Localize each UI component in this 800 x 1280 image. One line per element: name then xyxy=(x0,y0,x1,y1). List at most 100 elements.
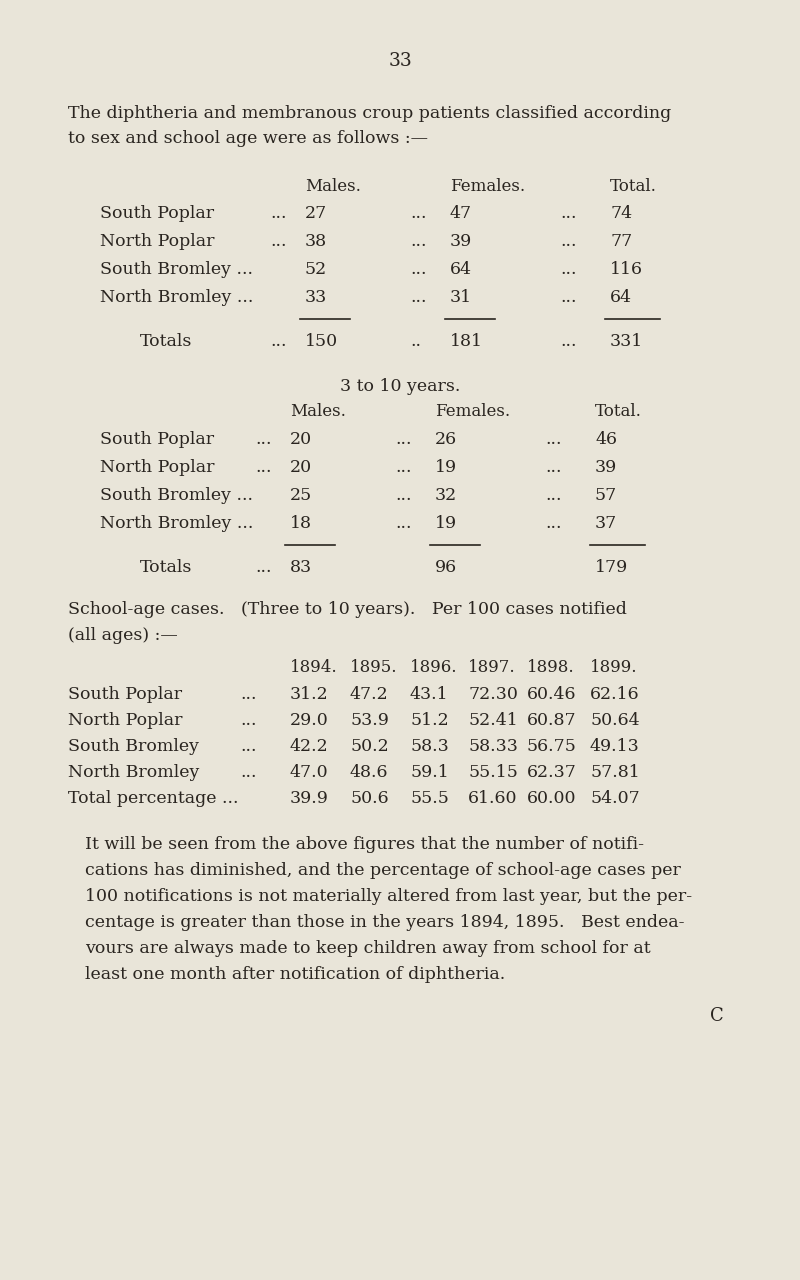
Text: ...: ... xyxy=(410,233,426,250)
Text: North Bromley ...: North Bromley ... xyxy=(100,289,254,306)
Text: The diphtheria and membranous croup patients classified according: The diphtheria and membranous croup pati… xyxy=(68,105,671,122)
Text: 57: 57 xyxy=(595,486,618,504)
Text: 26: 26 xyxy=(435,431,457,448)
Text: ...: ... xyxy=(240,686,257,703)
Text: ...: ... xyxy=(270,205,286,221)
Text: ...: ... xyxy=(560,261,577,278)
Text: 96: 96 xyxy=(435,559,457,576)
Text: vours are always made to keep children away from school for at: vours are always made to keep children a… xyxy=(85,940,650,957)
Text: ...: ... xyxy=(395,486,411,504)
Text: Total.: Total. xyxy=(610,178,657,195)
Text: ...: ... xyxy=(560,205,577,221)
Text: ...: ... xyxy=(240,764,257,781)
Text: Males.: Males. xyxy=(305,178,361,195)
Text: ...: ... xyxy=(395,460,411,476)
Text: ...: ... xyxy=(270,333,286,349)
Text: 53.9: 53.9 xyxy=(350,712,389,730)
Text: North Poplar: North Poplar xyxy=(100,233,214,250)
Text: 55.5: 55.5 xyxy=(410,790,449,806)
Text: South Poplar: South Poplar xyxy=(100,431,214,448)
Text: 1898.: 1898. xyxy=(527,659,574,676)
Text: 29.0: 29.0 xyxy=(290,712,329,730)
Text: 62.37: 62.37 xyxy=(527,764,577,781)
Text: 3 to 10 years.: 3 to 10 years. xyxy=(340,378,460,396)
Text: Total.: Total. xyxy=(595,403,642,420)
Text: North Bromley: North Bromley xyxy=(68,764,199,781)
Text: 46: 46 xyxy=(595,431,617,448)
Text: 150: 150 xyxy=(305,333,338,349)
Text: 18: 18 xyxy=(290,515,312,532)
Text: centage is greater than those in the years 1894, 1895.   Best endea-: centage is greater than those in the yea… xyxy=(85,914,685,931)
Text: ...: ... xyxy=(240,712,257,730)
Text: (all ages) :—: (all ages) :— xyxy=(68,627,178,644)
Text: 43.1: 43.1 xyxy=(410,686,449,703)
Text: Total percentage ...: Total percentage ... xyxy=(68,790,238,806)
Text: 51.2: 51.2 xyxy=(410,712,449,730)
Text: ...: ... xyxy=(410,289,426,306)
Text: Totals: Totals xyxy=(140,333,192,349)
Text: 37: 37 xyxy=(595,515,618,532)
Text: to sex and school age were as follows :—: to sex and school age were as follows :— xyxy=(68,131,428,147)
Text: 64: 64 xyxy=(450,261,472,278)
Text: 42.2: 42.2 xyxy=(290,739,329,755)
Text: 20: 20 xyxy=(290,460,312,476)
Text: Males.: Males. xyxy=(290,403,346,420)
Text: 83: 83 xyxy=(290,559,312,576)
Text: cations has diminished, and the percentage of school-age cases per: cations has diminished, and the percenta… xyxy=(85,861,681,879)
Text: 1899.: 1899. xyxy=(590,659,638,676)
Text: 47.0: 47.0 xyxy=(290,764,329,781)
Text: 56.75: 56.75 xyxy=(527,739,577,755)
Text: 55.15: 55.15 xyxy=(468,764,518,781)
Text: 32: 32 xyxy=(435,486,458,504)
Text: South Poplar: South Poplar xyxy=(68,686,182,703)
Text: 179: 179 xyxy=(595,559,628,576)
Text: 19: 19 xyxy=(435,460,457,476)
Text: 58.3: 58.3 xyxy=(410,739,449,755)
Text: 39.9: 39.9 xyxy=(290,790,329,806)
Text: ..: .. xyxy=(410,333,421,349)
Text: ...: ... xyxy=(560,333,577,349)
Text: 61.60: 61.60 xyxy=(468,790,518,806)
Text: 31.2: 31.2 xyxy=(290,686,329,703)
Text: 64: 64 xyxy=(610,289,632,306)
Text: 60.00: 60.00 xyxy=(527,790,577,806)
Text: 33: 33 xyxy=(388,52,412,70)
Text: 1896.: 1896. xyxy=(410,659,458,676)
Text: 47: 47 xyxy=(450,205,472,221)
Text: 50.6: 50.6 xyxy=(350,790,389,806)
Text: ...: ... xyxy=(270,233,286,250)
Text: ...: ... xyxy=(255,559,271,576)
Text: ...: ... xyxy=(560,233,577,250)
Text: 47.2: 47.2 xyxy=(350,686,389,703)
Text: ...: ... xyxy=(255,460,271,476)
Text: ...: ... xyxy=(240,739,257,755)
Text: 331: 331 xyxy=(610,333,643,349)
Text: ...: ... xyxy=(410,205,426,221)
Text: 33: 33 xyxy=(305,289,327,306)
Text: 77: 77 xyxy=(610,233,632,250)
Text: 38: 38 xyxy=(305,233,327,250)
Text: 181: 181 xyxy=(450,333,483,349)
Text: 58.33: 58.33 xyxy=(468,739,518,755)
Text: 19: 19 xyxy=(435,515,457,532)
Text: 60.46: 60.46 xyxy=(527,686,577,703)
Text: 25: 25 xyxy=(290,486,312,504)
Text: 1897.: 1897. xyxy=(468,659,516,676)
Text: 59.1: 59.1 xyxy=(410,764,449,781)
Text: ...: ... xyxy=(410,261,426,278)
Text: 52: 52 xyxy=(305,261,327,278)
Text: 57.81: 57.81 xyxy=(590,764,640,781)
Text: 74: 74 xyxy=(610,205,632,221)
Text: ...: ... xyxy=(545,431,562,448)
Text: 27: 27 xyxy=(305,205,327,221)
Text: School-age cases.   (Three to 10 years).   Per 100 cases notified: School-age cases. (Three to 10 years). P… xyxy=(68,602,627,618)
Text: 1895.: 1895. xyxy=(350,659,398,676)
Text: 31: 31 xyxy=(450,289,472,306)
Text: Females.: Females. xyxy=(435,403,510,420)
Text: Totals: Totals xyxy=(140,559,192,576)
Text: South Poplar: South Poplar xyxy=(100,205,214,221)
Text: 100 notifications is not materially altered from last year, but the per-: 100 notifications is not materially alte… xyxy=(85,888,692,905)
Text: 39: 39 xyxy=(595,460,618,476)
Text: 50.64: 50.64 xyxy=(590,712,640,730)
Text: least one month after notification of diphtheria.: least one month after notification of di… xyxy=(85,966,506,983)
